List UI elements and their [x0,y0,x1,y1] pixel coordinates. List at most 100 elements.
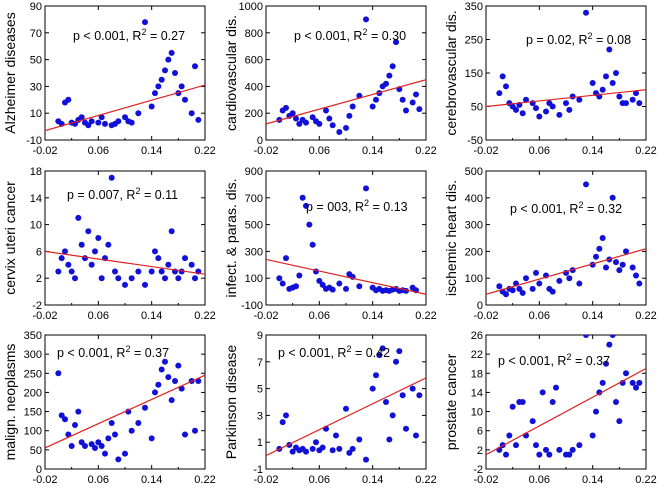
data-point [303,448,309,455]
regression-line [486,248,646,295]
x-tick-label: 0.06 [309,145,330,157]
data-point [152,90,158,97]
data-point [108,174,115,181]
annotation-value: = 0.11 [140,188,178,202]
data-point [102,450,108,457]
data-point [108,420,115,427]
y-tick-label: 200 [465,246,483,258]
y-tick-label: 2 [477,445,483,457]
data-point [128,427,135,434]
data-point [569,446,576,453]
annotation-value: = 0.30 [367,29,406,43]
data-point [613,399,619,405]
x-tick-label: 0.22 [635,474,656,486]
data-point [616,93,623,100]
data-point [343,405,349,412]
data-point [349,445,356,452]
data-point [399,392,406,399]
data-point [546,451,553,458]
data-point [536,280,543,287]
data-point [336,445,343,452]
data-point [343,285,349,292]
y-tick-label: 800 [245,28,263,40]
x-tick-label: -0.02 [32,310,57,322]
data-point [142,19,148,26]
data-point [393,39,399,46]
data-point [536,113,543,120]
scatter-panel-1: -0.02 0.06 0.14 0.22 -10 10 30 50 70 90 Alzheimer … [2,1,216,157]
data-point [629,96,636,103]
data-point [386,72,393,79]
data-point [88,261,95,268]
scatter-panel-5: -0.02 0.06 0.14 0.22 -100 100 300 500 700 900 infe… [223,166,437,322]
data-point [309,114,316,121]
data-point [148,103,155,110]
data-point [142,404,148,411]
y-axis-label: ischemic heart dis. [443,180,459,296]
y-tick-label: 0 [257,135,263,147]
y-tick-label: 50 [30,445,42,457]
y-tick-label: 30 [30,81,42,93]
x-tick-label: 0.22 [194,145,215,157]
data-point [122,281,128,288]
data-point [553,384,559,391]
data-point [152,389,158,396]
annotation-superscript: 2 [125,344,130,354]
stat-annotation: p < 0.001, R2 = 0.37 [498,352,610,368]
plot-frame [265,5,427,141]
y-axis-label: malign. neoplasms [2,344,18,461]
stat-annotation: p = 0.02, R2 = 0.08 [526,31,631,47]
data-point [599,235,606,241]
data-point [306,221,313,228]
data-point [98,443,105,450]
data-point [158,76,165,83]
scatter-panel-8: -0.02 0.06 0.14 0.22 -1 1 3 5 7 9 Parkinson diseas… [223,330,437,486]
annotation-value: = 0.37 [571,354,610,368]
x-tick-label: 0.22 [415,145,436,157]
data-point [303,202,309,209]
data-point [195,116,202,123]
x-tick-label: 0.14 [141,474,162,486]
x-tick-label: -0.02 [473,145,498,157]
x-tick-label: 0.22 [635,145,656,157]
y-tick-label: 100 [465,273,483,285]
annotation-text: p < 0.001, R [498,354,566,368]
annotation-text: p < 0.001, R [294,29,362,43]
x-tick-label: -0.02 [253,310,278,322]
data-point [383,80,389,87]
data-point [556,111,563,118]
y-tick-label: 7 [257,357,263,369]
data-point [523,96,529,103]
y-axis-label: infect. & paras. dis. [223,178,239,297]
data-point [566,106,573,113]
y-tick-label: 250 [24,368,42,380]
data-point [162,358,168,365]
annotation-superscript: 2 [364,198,369,208]
data-point [148,268,155,275]
data-point [503,83,509,90]
data-point [633,384,639,391]
data-point [65,261,72,268]
plot-area [266,345,426,463]
data-point [105,435,112,442]
y-axis-label: Alzheimer diseases [2,12,18,133]
data-point [636,379,643,386]
data-point [416,106,423,113]
y-tick-label: 150 [465,68,483,80]
data-point [629,379,636,386]
data-point [519,289,526,296]
y-tick-label: 6 [36,246,42,258]
data-point [363,16,369,23]
data-point [55,268,62,275]
data-point [192,427,198,434]
data-point [576,442,583,449]
data-point [576,96,583,103]
scatter-panel-7: -0.02 0.06 0.14 0.22 0 50 100 150 200 250 300 350 ma… [2,330,216,486]
data-point [536,451,543,458]
annotation-superscript: 2 [578,200,583,210]
y-axis-label: prostate cancer [443,353,459,450]
y-axis-label: cardiovascular dis. [223,15,239,131]
data-point [356,436,363,443]
data-point [102,120,108,127]
data-point [376,352,383,359]
